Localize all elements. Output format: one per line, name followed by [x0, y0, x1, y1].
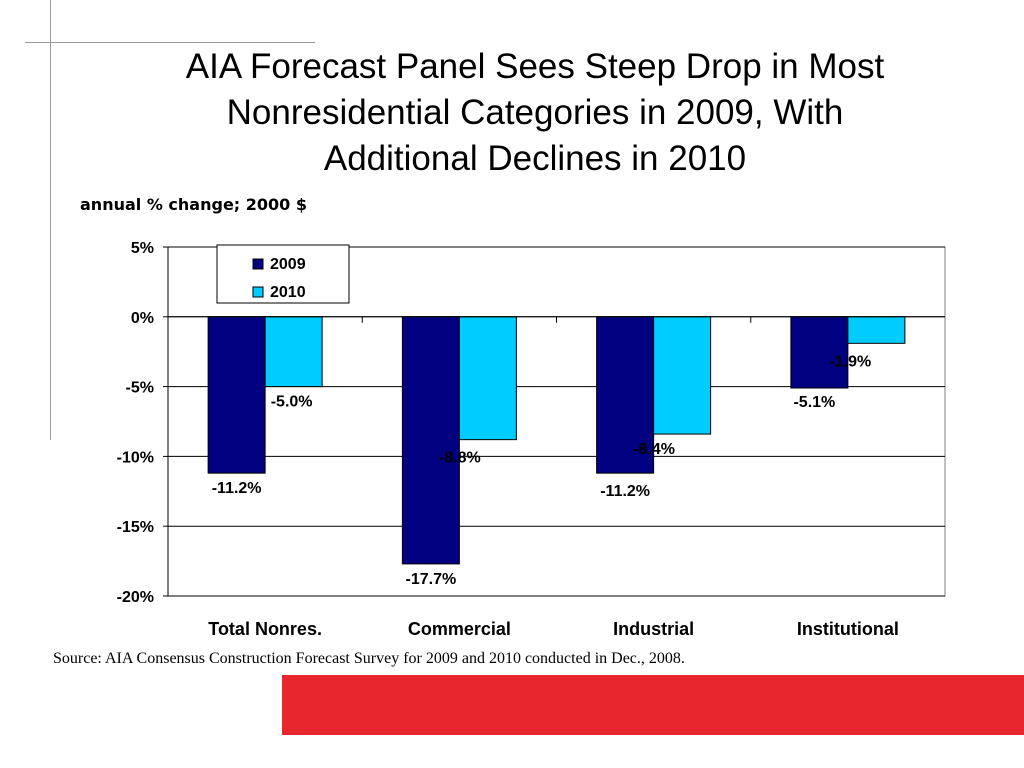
- data-label: -8.8%: [439, 450, 481, 467]
- y-tick-label: -10%: [117, 449, 154, 466]
- data-label: -8.4%: [633, 441, 675, 458]
- bar-2010-3: [847, 316, 906, 344]
- decorative-vertical-rule: [50, 0, 51, 440]
- legend-swatch-2010: [252, 286, 264, 298]
- slide-title-line-2: Nonresidential Categories in 2009, With: [226, 93, 844, 132]
- chart-units-subtitle: annual % change; 2000 $: [80, 195, 307, 214]
- bar-2010-1: [458, 316, 517, 441]
- data-label: -5.0%: [271, 394, 313, 411]
- y-tick-label: -15%: [117, 519, 154, 536]
- category-label: Total Nonres.: [208, 619, 322, 639]
- data-label: -11.2%: [212, 480, 262, 497]
- category-label: Institutional: [797, 619, 899, 639]
- data-label: -11.2%: [600, 483, 650, 500]
- accent-bar: [282, 675, 1024, 735]
- category-label: Commercial: [408, 619, 511, 639]
- bar-chart: 5% 0% -5% -10% -15% -20% -11.2% -5.0% Total Nonr…: [117, 240, 946, 639]
- legend-label-2010: 2010: [270, 284, 306, 301]
- bar-2009-2: [596, 316, 655, 474]
- data-label: -5.1%: [793, 394, 835, 411]
- bar-2009-0: [207, 316, 266, 474]
- legend: [216, 244, 350, 304]
- bar-2010-2: [653, 316, 712, 435]
- bar-2010-0: [264, 316, 323, 388]
- legend-label-2009: 2009: [270, 256, 306, 273]
- source-note: Source: AIA Consensus Construction Forec…: [53, 650, 685, 667]
- y-tick-label: -5%: [126, 380, 154, 397]
- data-label: -1.9%: [829, 353, 871, 370]
- y-tick-label: -20%: [117, 589, 154, 606]
- data-label: -17.7%: [406, 571, 457, 588]
- bar-2009-1: [401, 316, 460, 565]
- slide-title: AIA Forecast Panel Sees Steep Drop in Mo…: [60, 44, 1010, 182]
- category-label: Industrial: [613, 619, 694, 639]
- slide-title-line-3: Additional Declines in 2010: [323, 139, 747, 178]
- decorative-horizontal-rule: [25, 42, 315, 43]
- y-tick-label: 0%: [131, 310, 154, 327]
- y-tick-label: 5%: [131, 240, 154, 257]
- legend-swatch-2009: [252, 258, 264, 270]
- slide-title-line-1: AIA Forecast Panel Sees Steep Drop in Mo…: [185, 47, 885, 86]
- bar-2009-3: [790, 316, 849, 389]
- plot-area: [167, 246, 946, 597]
